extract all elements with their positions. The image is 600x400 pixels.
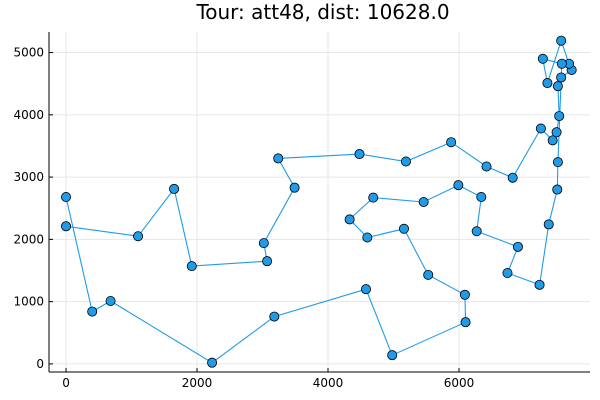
chart-title: Tour: att48, dist: 10628.0: [195, 0, 449, 24]
tour-path-line: [65, 38, 573, 364]
city-point: [186, 261, 197, 272]
city-point: [453, 180, 464, 191]
city-point: [554, 111, 565, 122]
y-tick-label: 4000: [13, 108, 44, 122]
city-point: [551, 127, 562, 138]
city-point: [418, 196, 429, 207]
city-point: [556, 72, 567, 83]
city-point: [61, 221, 72, 232]
city-point: [354, 149, 365, 160]
city-point: [537, 53, 548, 64]
y-tick-label: 1000: [13, 295, 44, 309]
x-tick-label: 6000: [444, 376, 475, 390]
city-point: [169, 183, 180, 194]
axis-frame: [48, 32, 590, 373]
city-point: [87, 306, 98, 317]
city-point: [269, 311, 280, 322]
x-tick-label: 0: [62, 376, 70, 390]
city-point: [459, 289, 470, 300]
city-point: [556, 58, 567, 69]
city-point: [507, 172, 518, 183]
city-point: [446, 137, 457, 148]
city-point: [423, 269, 434, 280]
city-point: [502, 267, 513, 278]
city-point: [344, 214, 355, 225]
city-point: [534, 279, 545, 290]
city-point: [556, 35, 567, 46]
city-point: [476, 192, 487, 203]
city-point: [400, 156, 411, 167]
grid: [49, 32, 590, 372]
city-point: [481, 161, 492, 172]
city-point: [471, 226, 482, 237]
y-tick-label: 3000: [13, 170, 44, 184]
city-point: [61, 192, 72, 203]
city-point: [552, 184, 563, 195]
city-point: [289, 182, 300, 193]
city-point: [258, 238, 269, 249]
city-point: [552, 157, 563, 168]
y-tick-label: 0: [36, 357, 44, 371]
x-tick-label: 2000: [182, 376, 213, 390]
city-point: [368, 192, 379, 203]
city-point: [133, 231, 144, 242]
city-point: [460, 317, 471, 328]
city-point: [273, 153, 284, 164]
city-point: [542, 78, 553, 89]
city-point: [535, 123, 546, 134]
city-point: [105, 296, 116, 307]
city-point: [547, 135, 558, 146]
tick-labels: 0 2000 4000 6000 0 1000 2000 3000 4000 5000: [13, 46, 474, 390]
city-point: [512, 241, 523, 252]
city-point: [387, 350, 398, 361]
city-point: [543, 219, 554, 230]
city-point: [552, 81, 563, 92]
city-point: [207, 357, 218, 368]
y-tick-label: 2000: [13, 232, 44, 246]
tour-series: [61, 35, 577, 368]
city-point: [398, 223, 409, 234]
city-point: [362, 232, 373, 243]
city-point: [262, 256, 273, 267]
city-point: [361, 284, 372, 295]
y-tick-label: 5000: [13, 46, 44, 60]
x-tick-label: 4000: [313, 376, 344, 390]
